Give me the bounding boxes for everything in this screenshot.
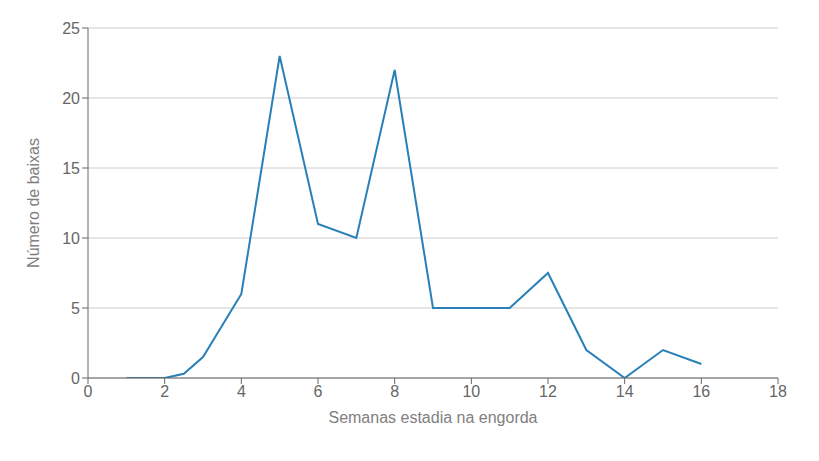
- svg-text:15: 15: [62, 160, 80, 177]
- svg-text:12: 12: [539, 383, 557, 400]
- svg-text:18: 18: [769, 383, 787, 400]
- svg-text:0: 0: [84, 383, 93, 400]
- svg-text:20: 20: [62, 90, 80, 107]
- svg-text:5: 5: [71, 300, 80, 317]
- svg-text:10: 10: [62, 230, 80, 247]
- svg-text:2: 2: [160, 383, 169, 400]
- svg-text:4: 4: [237, 383, 246, 400]
- svg-text:10: 10: [462, 383, 480, 400]
- svg-text:0: 0: [71, 370, 80, 387]
- svg-text:8: 8: [390, 383, 399, 400]
- svg-text:Número de baixas: Número de baixas: [25, 138, 42, 268]
- svg-text:14: 14: [616, 383, 634, 400]
- svg-text:16: 16: [692, 383, 710, 400]
- svg-text:6: 6: [314, 383, 323, 400]
- svg-text:Semanas estadia na engorda: Semanas estadia na engorda: [328, 409, 537, 426]
- svg-text:25: 25: [62, 20, 80, 37]
